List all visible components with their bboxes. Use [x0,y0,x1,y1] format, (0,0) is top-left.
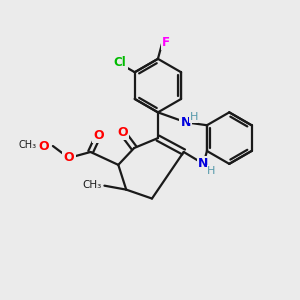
Text: H: H [207,166,216,176]
Text: CH₃: CH₃ [19,140,37,150]
Text: CH₃: CH₃ [82,180,101,190]
Text: N: N [181,116,191,129]
Text: N: N [198,158,209,170]
Text: O: O [38,140,49,152]
Text: F: F [162,36,170,49]
Text: H: H [189,112,198,122]
Text: O: O [117,126,128,139]
Text: O: O [93,129,104,142]
Text: Cl: Cl [114,56,126,69]
Text: O: O [63,152,74,164]
